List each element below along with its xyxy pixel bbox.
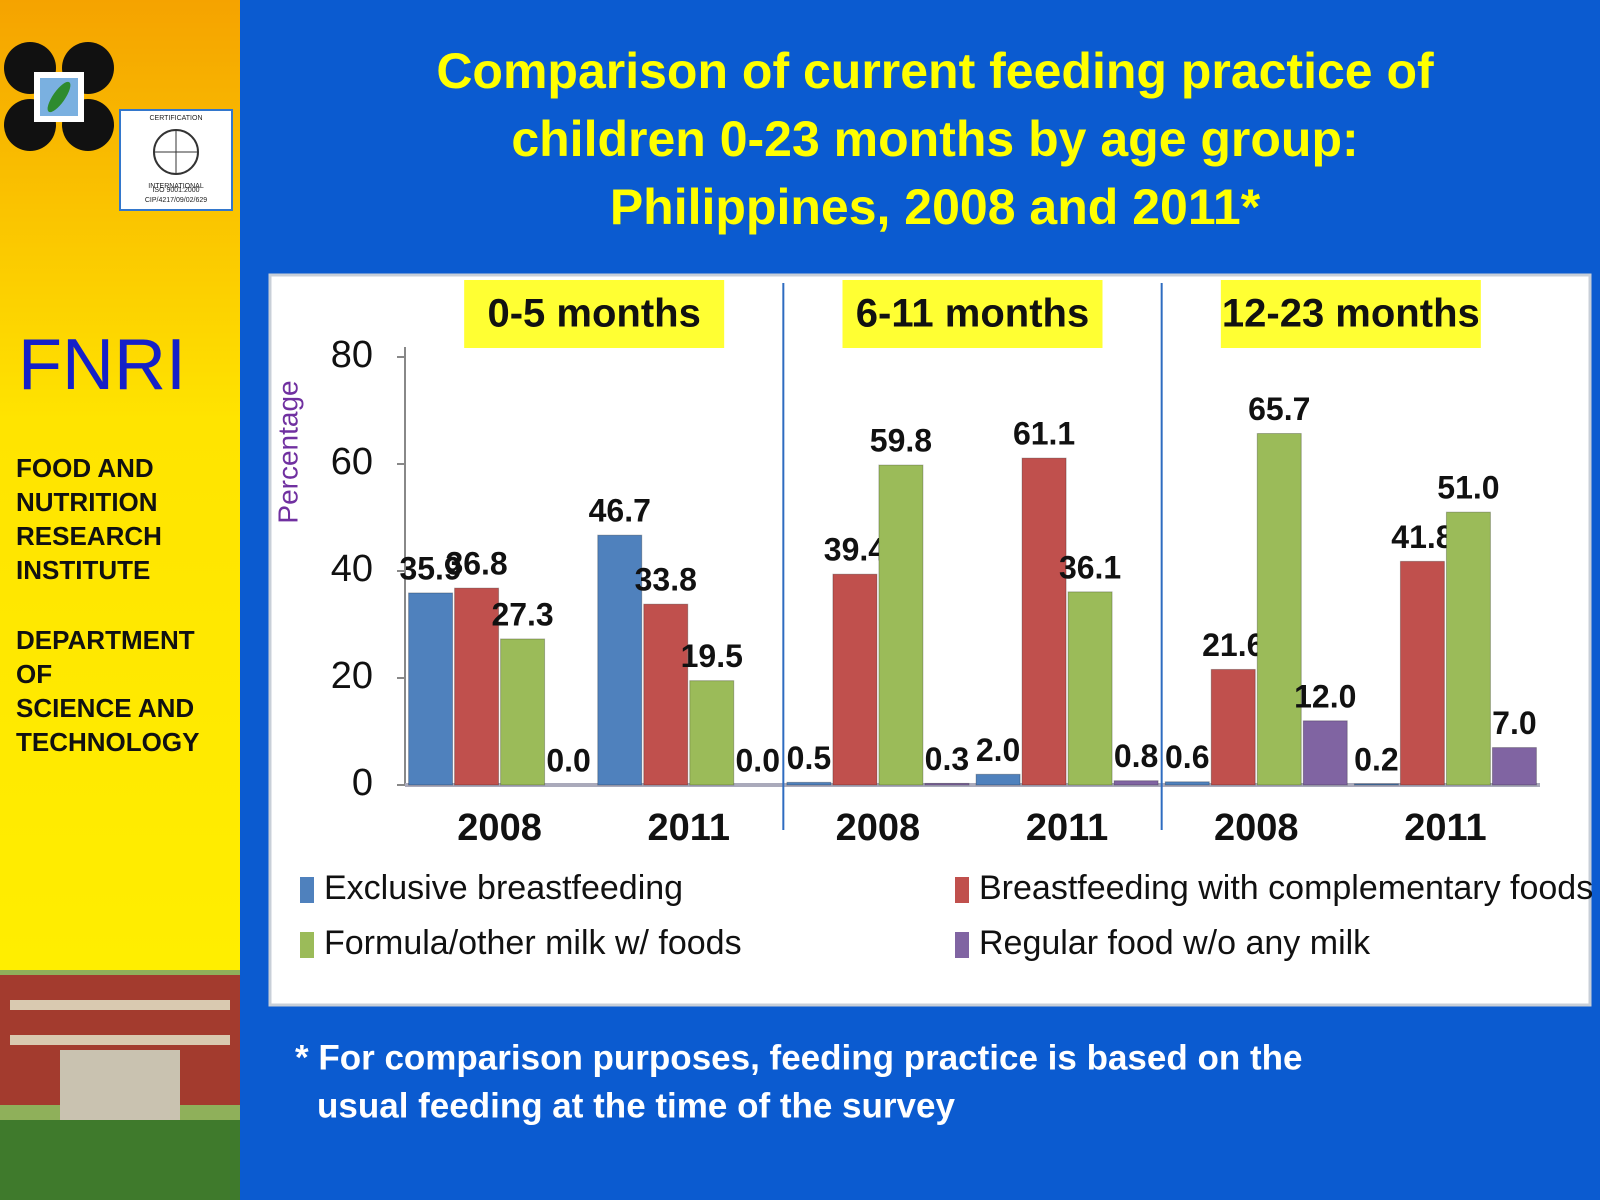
bar [689,680,735,786]
bar [1113,780,1159,786]
data-label: 59.8 [870,423,932,459]
data-label: 19.5 [681,638,743,674]
legend-label: Exclusive breastfeeding [324,869,683,907]
certificate-logo [119,109,233,211]
y-tick-label: 60 [331,441,373,483]
legend-swatch [955,932,969,958]
data-label: 46.7 [589,493,651,529]
institute-name: INSTITUTE [16,555,150,585]
bar [975,773,1021,786]
data-label: 61.1 [1013,416,1075,452]
data-label: 36.8 [445,546,507,582]
y-tick-label: 20 [331,655,373,697]
group-label: 12-23 months [1222,292,1480,336]
x-tick-label: 2008 [1214,807,1299,849]
bar [1399,560,1445,786]
data-label: 0.3 [925,741,969,777]
data-label: 35.9 [399,550,461,586]
data-label: 2.0 [976,732,1020,768]
bar [643,603,689,786]
footnote: * For comparison purposes, feeding pract… [295,1038,1302,1077]
bar [454,587,500,786]
bar [1491,747,1537,786]
x-tick-label: 2008 [457,807,542,849]
data-label: 0.2 [1354,741,1398,777]
bar [924,782,970,786]
data-label: 0.0 [736,742,780,778]
data-label: 51.0 [1437,470,1499,506]
bar [786,781,832,786]
department-name: DEPARTMENT [16,625,195,655]
group-label-box [1220,280,1481,348]
data-label: 65.7 [1248,391,1310,427]
legend-label: Formula/other milk w/ foods [324,924,742,962]
x-tick-label: 2011 [1026,807,1108,849]
data-label: 0.6 [1165,739,1209,775]
bar [832,573,878,786]
bar [1021,457,1067,786]
certificate-text: CERTIFICATION [149,115,202,122]
data-label: 21.6 [1202,627,1264,663]
group-label-box [842,280,1103,348]
group-label-box [464,280,725,348]
legend-swatch [300,877,314,903]
data-label: 7.0 [1492,705,1536,741]
bar [1302,720,1348,786]
certificate-text: ISO 9001:2000 [152,187,199,194]
data-label: 0.8 [1114,738,1158,774]
bar [878,464,924,786]
logo [4,42,114,151]
building-photo [0,970,240,1200]
department-name: OF [16,659,52,689]
sidebar-acronym: FNRI [18,325,186,405]
group-label: 0-5 months [487,292,700,336]
bar [1164,781,1210,786]
certificate-text: CIP/4217/09/02/629 [145,197,207,204]
data-label: 39.4 [824,532,886,568]
data-label: 27.3 [491,596,553,632]
data-label: 36.1 [1059,549,1121,585]
data-label: 33.8 [635,562,697,598]
footnote: usual feeding at the time of the survey [317,1086,955,1125]
data-label: 0.0 [546,742,590,778]
bar [408,592,454,786]
chart-title: Comparison of current feeding practice o… [436,43,1434,99]
data-label: 12.0 [1294,678,1356,714]
chart-title: Philippines, 2008 and 2011* [610,179,1261,235]
department-name: TECHNOLOGY [16,727,199,757]
legend-swatch [300,932,314,958]
y-axis-label: Percentage [272,380,303,523]
y-tick-label: 80 [331,334,373,376]
bar [597,534,643,786]
bar [1353,783,1399,786]
bar [1210,668,1256,786]
bar [1445,511,1491,786]
legend-label: Regular food w/o any milk [979,924,1371,962]
group-label: 6-11 months [856,292,1089,336]
x-tick-label: 2008 [836,807,921,849]
y-tick-label: 40 [331,548,373,590]
bar [1256,433,1302,786]
chart-title: children 0-23 months by age group: [511,111,1358,167]
data-label: 0.5 [787,740,831,776]
institute-name: FOOD AND [16,453,154,483]
data-label: 41.8 [1391,519,1453,555]
department-name: SCIENCE AND [16,693,194,723]
certificate-text: INTERNATIONAL [148,183,204,190]
institute-name: RESEARCH [16,521,162,551]
bar [500,638,546,786]
x-tick-label: 2011 [648,807,730,849]
legend-label: Breastfeeding with complementary foods [979,869,1593,907]
legend-swatch [955,877,969,903]
x-tick-label: 2011 [1404,807,1486,849]
bar [1067,591,1113,786]
y-tick-label: 0 [352,762,373,804]
institute-name: NUTRITION [16,487,158,517]
